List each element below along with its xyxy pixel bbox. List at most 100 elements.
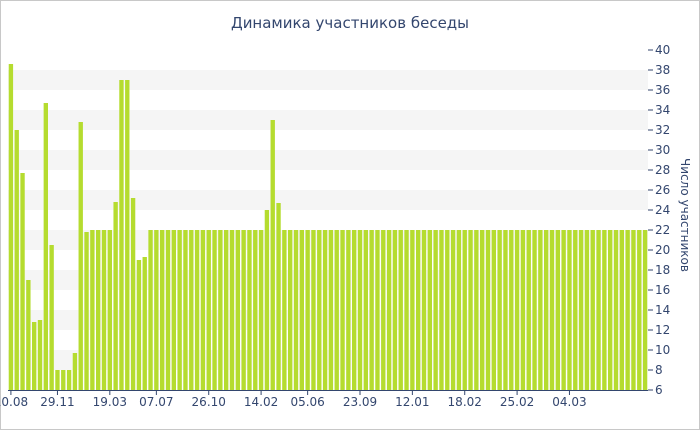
bar: [130, 198, 136, 390]
bar: [305, 230, 310, 390]
bar: [619, 230, 624, 390]
bar: [555, 230, 560, 390]
bar: [398, 230, 403, 390]
bar: [561, 230, 566, 390]
y-tick-label: 6: [655, 383, 663, 397]
bar: [613, 230, 619, 390]
bar: [55, 370, 60, 390]
bar: [497, 230, 502, 390]
bar: [264, 210, 270, 390]
bar: [485, 230, 491, 390]
bar: [311, 230, 316, 390]
x-tick-label: 07.07: [139, 395, 173, 409]
bar: [113, 202, 118, 390]
bar: [334, 230, 339, 390]
bar: [584, 230, 590, 390]
bar: [8, 64, 14, 390]
bar: [392, 230, 398, 390]
bar: [288, 230, 293, 390]
y-tick-label: 22: [655, 223, 670, 237]
bar: [26, 280, 31, 390]
bar: [317, 230, 322, 390]
x-tick-label: 05.06: [290, 395, 324, 409]
bar: [631, 230, 636, 390]
bar: [520, 230, 526, 390]
bar: [573, 230, 578, 390]
bar: [503, 230, 508, 390]
bar: [549, 230, 555, 390]
bar: [270, 120, 275, 390]
bar: [177, 230, 182, 390]
bar: [293, 230, 299, 390]
x-tick-label: 25.02: [500, 395, 534, 409]
chart-title: Динамика участников беседы: [231, 14, 469, 32]
bar: [322, 230, 328, 390]
x-axis-ticks: 10.08 29.11 19.03 07.07 26.10 14.02 05.06 23.09…: [0, 390, 587, 409]
y-tick-label: 28: [655, 163, 670, 177]
bar: [142, 257, 147, 390]
bar: [276, 203, 281, 390]
x-tick-label: 29.11: [40, 395, 74, 409]
y-tick-label: 8: [655, 363, 663, 377]
bar: [421, 230, 427, 390]
bars: [8, 64, 648, 390]
bar: [386, 230, 392, 390]
y-tick-label: 24: [655, 203, 670, 217]
bar: [119, 80, 124, 390]
bar: [160, 230, 165, 390]
bar: [445, 230, 450, 390]
bar: [363, 230, 368, 390]
bar: [625, 230, 630, 390]
bar: [369, 230, 374, 390]
y-tick-label: 38: [655, 63, 670, 77]
grid-band: [8, 70, 648, 90]
bar: [602, 230, 607, 390]
grid-band: [8, 110, 648, 130]
y-tick-label: 20: [655, 243, 670, 257]
bar: [43, 103, 48, 390]
bar: [194, 230, 200, 390]
x-tick-label: 14.02: [244, 395, 278, 409]
bar: [14, 130, 19, 390]
bar: [258, 230, 264, 390]
bar: [352, 230, 357, 390]
bar: [200, 230, 206, 390]
bar: [642, 230, 648, 390]
y-tick-label: 18: [655, 263, 670, 277]
bar: [462, 230, 467, 390]
bar: [340, 230, 345, 390]
bar: [433, 230, 438, 390]
bar: [37, 320, 43, 390]
bar: [101, 230, 107, 390]
grid-band: [8, 190, 648, 210]
bar: [532, 230, 537, 390]
bar: [608, 230, 613, 390]
bar: [427, 230, 432, 390]
x-tick-label: 18.02: [448, 395, 482, 409]
y-tick-label: 26: [655, 183, 670, 197]
bar: [253, 230, 258, 390]
x-tick-label: 04.03: [552, 395, 586, 409]
bar: [450, 230, 456, 390]
bar: [247, 230, 252, 390]
bar: [125, 80, 130, 390]
bar: [637, 230, 642, 390]
bar: [107, 230, 112, 390]
y-axis-label: Число участников: [678, 158, 692, 272]
bar: [590, 230, 595, 390]
bar: [235, 230, 240, 390]
bar: [480, 230, 485, 390]
bar: [596, 230, 601, 390]
bar: [206, 230, 211, 390]
grid-band: [8, 150, 648, 170]
bar: [299, 230, 304, 390]
bar: [72, 353, 78, 390]
bar: [526, 230, 531, 390]
bar: [282, 230, 287, 390]
bar: [84, 232, 89, 390]
bar: [328, 230, 334, 390]
bar: [189, 230, 194, 390]
bar: [538, 230, 543, 390]
x-tick-label: 19.03: [93, 395, 127, 409]
